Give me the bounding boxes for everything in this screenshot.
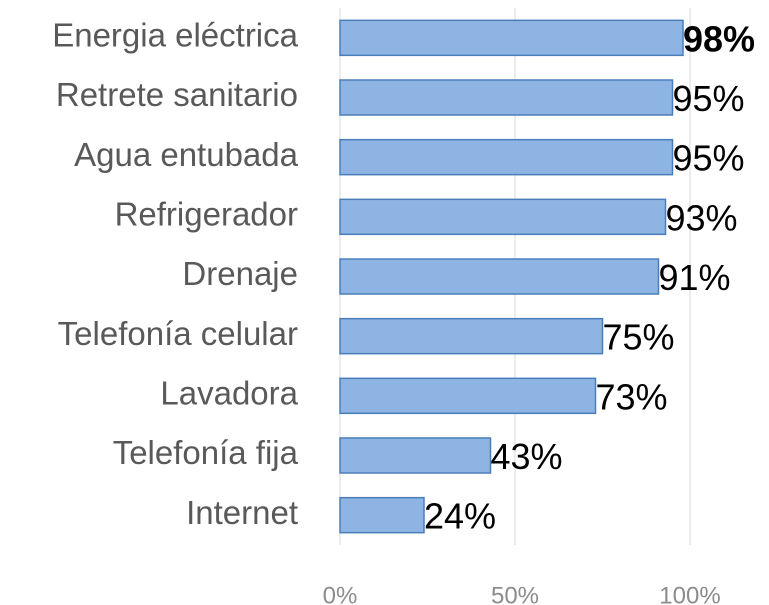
y-tick-label: Internet — [186, 494, 298, 531]
bar — [339, 437, 492, 474]
bar — [339, 258, 660, 295]
y-tick-label: Energia eléctrica — [52, 17, 298, 54]
y-tick-label: Retrete sanitario — [56, 76, 298, 113]
data-label: 75% — [603, 317, 675, 358]
data-label: 95% — [673, 138, 745, 179]
data-label: 93% — [666, 197, 738, 238]
y-tick-label: Refrigerador — [115, 196, 298, 233]
y-tick-label: Drenaje — [182, 255, 298, 292]
bar — [339, 19, 684, 57]
x-tick-label: 50% — [491, 582, 539, 605]
bar — [339, 79, 674, 116]
data-label: 91% — [659, 257, 731, 298]
bar — [339, 317, 604, 355]
y-tick-label: Telefonía celular — [58, 315, 298, 352]
x-tick-label: 100% — [659, 582, 720, 605]
data-label: 43% — [491, 436, 563, 477]
x-tick-label: 0% — [323, 582, 358, 605]
data-label: 24% — [424, 496, 496, 537]
data-label: 73% — [596, 376, 668, 417]
data-label: 95% — [673, 78, 745, 119]
bar — [339, 138, 674, 176]
data-label: 98% — [683, 18, 755, 59]
bar — [339, 198, 667, 236]
bar — [339, 377, 597, 415]
y-tick-label: Telefonía fija — [113, 434, 299, 471]
bar — [339, 496, 425, 534]
y-tick-label: Agua entubada — [74, 136, 299, 173]
y-tick-label: Lavadora — [160, 375, 298, 412]
